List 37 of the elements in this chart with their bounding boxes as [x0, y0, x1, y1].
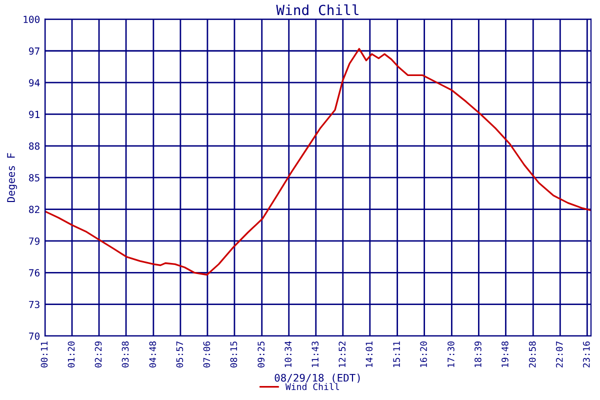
x-tick-label: 08:15 [230, 342, 238, 368]
x-tick-label: 18:39 [474, 341, 482, 367]
x-tick-label: 20:58 [528, 341, 536, 368]
y-tick-label: 100 [24, 16, 40, 24]
y-tick-label: 76 [29, 269, 40, 276]
y-tick-label: 88 [29, 142, 40, 150]
x-tick-label: 22:07 [556, 342, 563, 368]
y-tick-label: 73 [29, 300, 40, 308]
y-tick-label: 85 [29, 174, 40, 182]
x-tick-label: 10:34 [284, 341, 292, 367]
line-series [45, 48, 591, 276]
y-tick-label: 94 [29, 79, 40, 86]
x-tick-label: 12:52 [338, 342, 346, 367]
x-tick-label: 16:20 [420, 341, 427, 367]
x-tick-label: 04:48 [149, 341, 156, 368]
x-tick-label: 07:06 [203, 341, 210, 368]
legend-label: Wind Chill [285, 383, 339, 390]
y-tick-label: 70 [29, 332, 40, 340]
x-tick-label: 03:38 [122, 341, 129, 368]
x-tick-label: 19:48 [502, 341, 508, 367]
x-tick-label: 09:25 [258, 342, 265, 368]
y-tick-label: 82 [29, 206, 40, 214]
chart-title: Wind Chill [276, 4, 358, 16]
x-tick-label: 02:29 [94, 341, 102, 368]
y-axis-title: Degees F [7, 153, 18, 202]
y-tick-label: 97 [29, 47, 40, 55]
x-tick-label: 17:30 [448, 341, 454, 367]
y-tick-label: 91 [29, 110, 40, 118]
x-tick-label: 15:11 [393, 341, 400, 367]
x-tick-label: 11:43 [312, 342, 319, 367]
x-tick-label: 05:57 [176, 342, 184, 368]
x-tick-label: 23:16 [582, 341, 590, 368]
x-tick-label: 14:01 [366, 341, 373, 367]
y-tick-label: 79 [29, 237, 40, 245]
x-tick-label: 01:20 [68, 341, 75, 368]
x-axis-title: 08/29/18 (EDT) [274, 374, 360, 383]
x-tick-label: 00:11 [40, 341, 48, 368]
